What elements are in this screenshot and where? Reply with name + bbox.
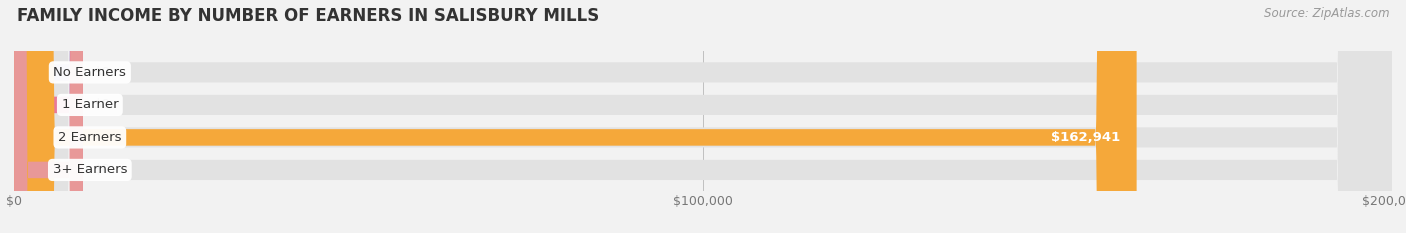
Text: 3+ Earners: 3+ Earners [52,163,127,176]
FancyBboxPatch shape [14,0,1392,233]
FancyBboxPatch shape [14,0,83,233]
Text: 2 Earners: 2 Earners [58,131,121,144]
Text: FAMILY INCOME BY NUMBER OF EARNERS IN SALISBURY MILLS: FAMILY INCOME BY NUMBER OF EARNERS IN SA… [17,7,599,25]
FancyBboxPatch shape [14,0,1392,233]
Text: $0: $0 [94,163,111,176]
FancyBboxPatch shape [14,0,83,233]
FancyBboxPatch shape [14,0,1392,233]
Text: No Earners: No Earners [53,66,127,79]
Text: $162,941: $162,941 [1050,131,1119,144]
Text: $0: $0 [94,66,111,79]
FancyBboxPatch shape [14,0,83,233]
FancyBboxPatch shape [14,0,1136,233]
FancyBboxPatch shape [14,0,1392,233]
Text: 1 Earner: 1 Earner [62,98,118,111]
Text: $0: $0 [94,98,111,111]
Text: Source: ZipAtlas.com: Source: ZipAtlas.com [1264,7,1389,20]
